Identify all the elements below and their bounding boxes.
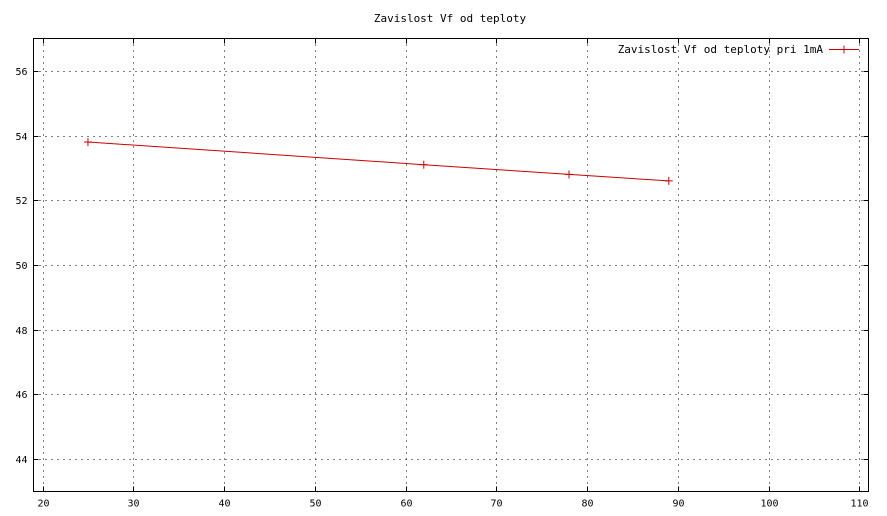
plot-frame: [33, 38, 869, 492]
data-point-marker: [664, 176, 673, 185]
y-tick-label-46: 46: [15, 390, 27, 401]
axis-ticks: 20 30 40 50 60 70 80 90 100 110 44 46 48 50 52 54 56: [15, 38, 869, 510]
data-point-marker: [419, 160, 428, 169]
x-tick-label-20: 20: [37, 499, 49, 510]
data-point-marker: [83, 138, 92, 147]
x-tick-label-90: 90: [672, 499, 684, 510]
legend: Zavislost Vf od teploty pri 1mA: [618, 43, 859, 56]
y-tick-label-48: 48: [15, 326, 27, 337]
legend-label: Zavislost Vf od teploty pri 1mA: [618, 43, 824, 56]
x-tick-label-60: 60: [400, 499, 412, 510]
series-line-0: [87, 141, 669, 182]
x-tick-label-40: 40: [218, 499, 230, 510]
y-tick-label-56: 56: [15, 67, 27, 78]
grid-lines: [33, 38, 869, 492]
x-tick-label-100: 100: [760, 499, 778, 510]
y-tick-label-44: 44: [15, 455, 27, 466]
data-point-marker: [564, 170, 573, 179]
y-tick-label-54: 54: [15, 132, 27, 143]
x-tick-label-30: 30: [127, 499, 139, 510]
x-tick-label-110: 110: [850, 499, 868, 510]
series-layer: [83, 138, 673, 185]
y-tick-label-52: 52: [15, 196, 27, 207]
y-tick-label-50: 50: [15, 261, 27, 272]
x-tick-label-50: 50: [309, 499, 321, 510]
legend-marker: [840, 45, 848, 54]
x-tick-label-80: 80: [581, 499, 593, 510]
x-tick-label-70: 70: [490, 499, 502, 510]
chart-title: Zavislost Vf od teploty: [374, 12, 527, 25]
